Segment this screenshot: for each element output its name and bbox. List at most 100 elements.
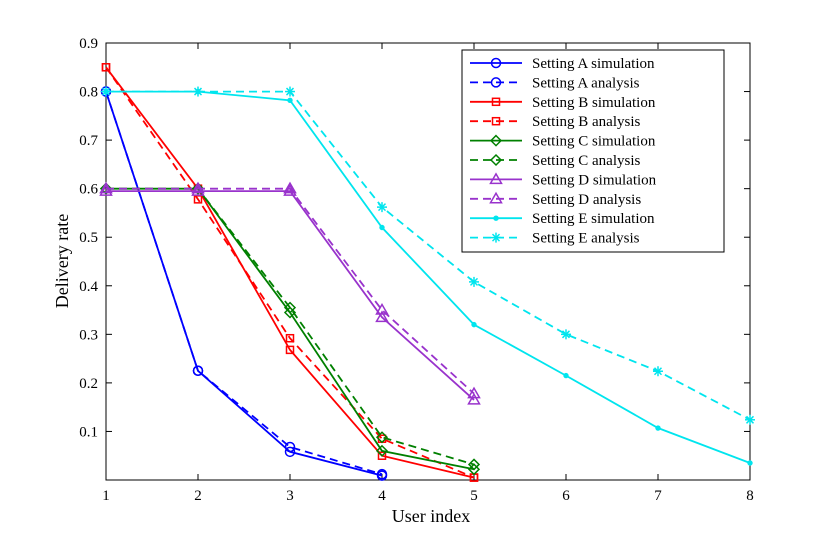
asterisk-stroke [193,87,203,96]
series-line-setting-b-analysis [105,66,475,479]
data-point-setting-a-analysis [284,441,296,453]
data-point-setting-c-analysis [467,458,481,471]
data-point-setting-e-analysis [561,329,571,340]
series-line-setting-c-analysis [106,187,475,466]
data-point-setting-e-simulation [287,97,293,103]
data-point-setting-a-analysis [376,468,388,480]
legend-label: Setting E analysis [532,231,640,247]
x-tick-label: 1 [102,488,110,504]
legend-marker [491,97,501,107]
legend-label: Setting A analysis [532,75,640,91]
data-point-setting-d-analysis [191,181,205,194]
legend: Setting A simulation Setting A analysis Se… [461,49,725,253]
data-point-setting-e-analysis [193,86,203,97]
x-tick-label: 6 [562,488,570,504]
data-point-setting-c-simulation [375,444,389,457]
data-point-setting-e-simulation [379,224,385,231]
legend-marker [489,134,503,147]
y-tick-label: 0.5 [79,230,98,246]
data-point-setting-c-analysis [283,301,297,314]
data-point-setting-b-simulation [377,451,387,460]
data-point-setting-b-simulation [285,345,295,355]
data-point-setting-c-analysis [191,182,205,195]
data-point-setting-e-analysis [653,366,663,377]
y-tick-label: 0.1 [79,424,98,440]
legend-label: Setting C analysis [532,153,640,169]
data-point-setting-b-analysis [101,63,111,72]
asterisk-stroke [377,203,387,212]
series-setting-e-simulation [103,88,753,466]
y-tick-label: 0.4 [79,279,98,295]
data-point-setting-e-simulation [655,425,661,431]
asterisk-stroke [101,87,111,96]
data-point-setting-e-analysis [377,202,387,213]
legend-label: Setting D analysis [532,192,641,208]
data-point-setting-c-analysis [375,431,389,444]
legend-label: Setting A simulation [532,56,655,72]
data-point-setting-c-simulation [467,463,481,476]
data-point-setting-d-analysis [283,181,297,194]
x-tick-label: 7 [654,488,662,504]
data-point-setting-b-analysis [285,333,295,343]
asterisk-stroke [653,367,663,376]
data-point-setting-c-analysis [99,182,113,195]
y-tick-label: 0.3 [79,327,98,343]
legend-entry-setting-b-analysis: Setting B analysis [470,114,640,130]
asterisk-stroke [561,330,571,339]
asterisk-stroke [285,87,295,96]
y-tick-label: 0.6 [79,182,98,198]
data-point-setting-d-analysis [467,386,481,399]
y-tick-label: 0.9 [79,36,98,52]
data-point-setting-a-simulation [284,446,296,458]
legend-entry-setting-e-analysis: Setting E analysis [470,231,640,247]
x-axis: 1 2 3 4 5 6 7 8 [102,43,754,504]
data-point-setting-c-simulation [283,306,297,319]
data-point-setting-e-simulation [471,321,477,328]
data-point-setting-d-simulation [375,310,389,323]
data-point-setting-e-analysis [469,276,479,287]
series-line-setting-d-analysis [106,187,475,395]
y-tick-label: 0.8 [79,85,98,101]
legend-marker [491,116,501,126]
data-point-setting-e-analysis [285,86,295,97]
x-tick-label: 8 [746,488,754,504]
series-line-setting-e-simulation [106,90,751,464]
series-line-setting-d-simulation [106,190,475,401]
series-line-setting-a-analysis [105,91,383,476]
legend-entry-setting-b-simulation: Setting B simulation [470,95,656,111]
asterisk-stroke [469,277,479,286]
legend-marker [493,215,499,221]
y-axis-label: Delivery rate [52,214,72,308]
data-point-setting-b-analysis [193,195,203,204]
data-point-setting-e-simulation [563,372,569,379]
asterisk-stroke [491,233,501,242]
x-axis-label: User index [392,506,470,526]
x-tick-label: 5 [470,488,478,504]
data-point-setting-d-simulation [283,184,297,196]
legend-marker [489,172,503,185]
data-point-setting-d-analysis [99,181,113,194]
data-point-setting-e-simulation [747,460,753,466]
data-point-setting-d-simulation [467,392,481,405]
series-line-setting-e-analysis [106,90,751,421]
series-layer [99,63,755,482]
asterisk-stroke [745,415,755,424]
legend-entry-setting-c-simulation: Setting C simulation [470,134,656,150]
data-point-setting-e-analysis [745,414,755,425]
data-point-setting-d-simulation [99,184,113,196]
series-setting-d-analysis [99,181,481,399]
legend-entry-setting-a-simulation: Setting A simulation [470,56,655,72]
legend-marker [490,77,502,88]
legend-label: Setting C simulation [532,134,656,150]
legend-marker [490,57,502,69]
data-point-setting-d-analysis [375,303,389,315]
x-tick-label: 2 [194,488,202,504]
legend-entry-setting-e-simulation: Setting E simulation [470,211,655,227]
data-point-setting-a-analysis [192,365,204,376]
legend-marker [491,232,501,243]
series-setting-d-simulation [99,184,481,405]
legend-entry-setting-a-analysis: Setting A analysis [470,75,640,91]
series-setting-c-analysis [99,182,481,471]
y-tick-label: 0.7 [79,133,98,149]
